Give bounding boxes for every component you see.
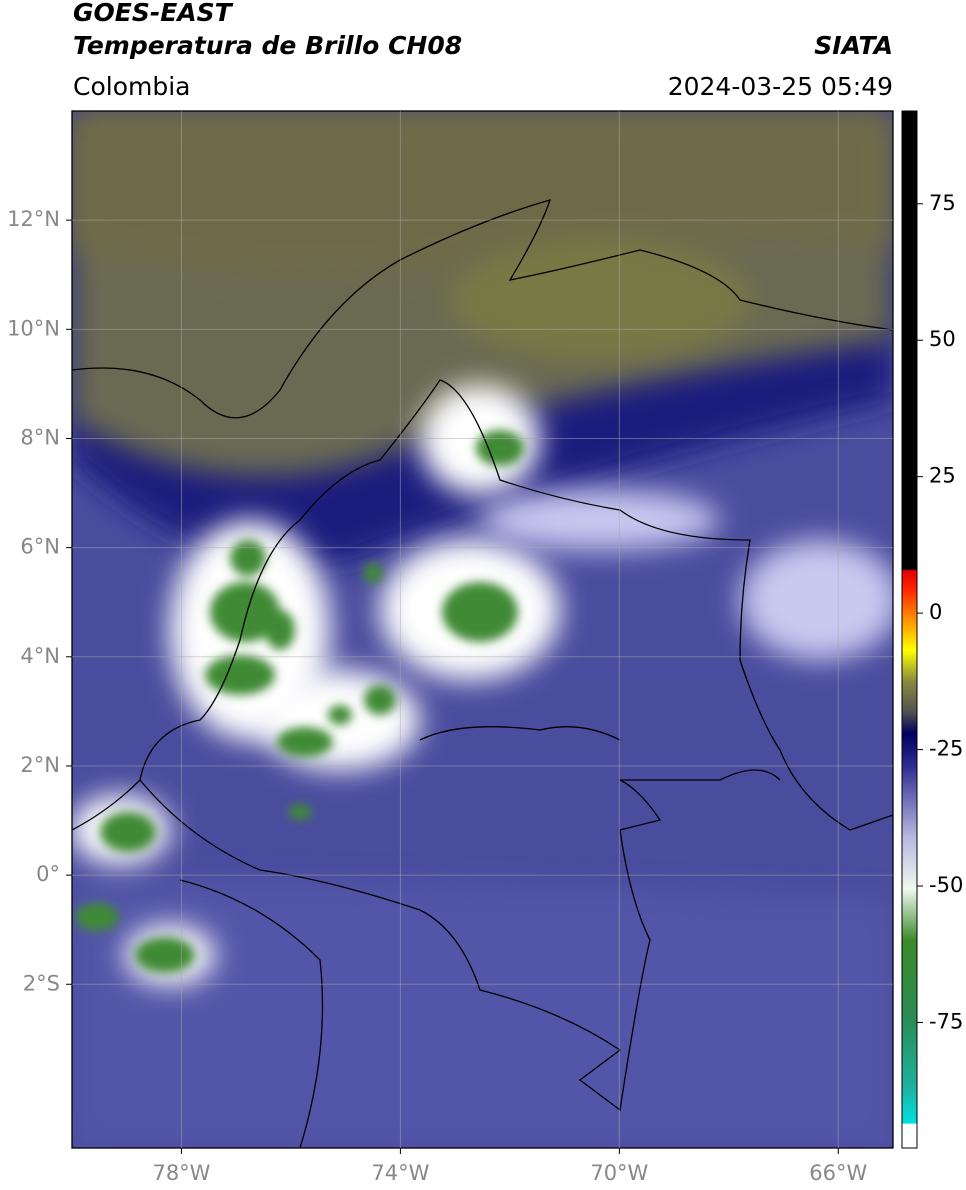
y-tick-label: 12°N bbox=[7, 207, 60, 231]
datetime: 2024-03-25 05:49 bbox=[668, 72, 893, 101]
y-tick-label: 0° bbox=[36, 862, 60, 886]
y-tick-label: 8°N bbox=[20, 425, 60, 449]
source: SIATA bbox=[814, 31, 893, 60]
title: GOES-EAST bbox=[73, 0, 234, 27]
region: Colombia bbox=[73, 72, 190, 101]
colorbar-label: 0 bbox=[929, 600, 942, 624]
colorbar-label: -50 bbox=[929, 873, 963, 897]
map-frame bbox=[71, 110, 894, 1149]
y-tick-label: 10°N bbox=[7, 316, 60, 340]
y-tick-label: 4°N bbox=[20, 644, 60, 668]
x-tick-label: 70°W bbox=[590, 1161, 648, 1185]
colorbar-label: 50 bbox=[929, 327, 956, 351]
x-tick-label: 78°W bbox=[152, 1161, 210, 1185]
satellite-image bbox=[72, 111, 893, 1148]
y-tick-label: 2°S bbox=[23, 971, 60, 995]
y-tick-label: 2°N bbox=[20, 753, 60, 777]
colorbar bbox=[901, 110, 918, 1149]
colorbar-label: 25 bbox=[929, 464, 956, 488]
y-tick-label: 6°N bbox=[20, 535, 60, 559]
x-tick-label: 74°W bbox=[371, 1161, 429, 1185]
colorbar-label: -75 bbox=[929, 1009, 963, 1033]
x-tick-label: 66°W bbox=[809, 1161, 867, 1185]
subtitle: Temperatura de Brillo CH08 bbox=[73, 31, 462, 60]
colorbar-label: 75 bbox=[929, 191, 956, 215]
colorbar-label: -25 bbox=[929, 737, 963, 761]
